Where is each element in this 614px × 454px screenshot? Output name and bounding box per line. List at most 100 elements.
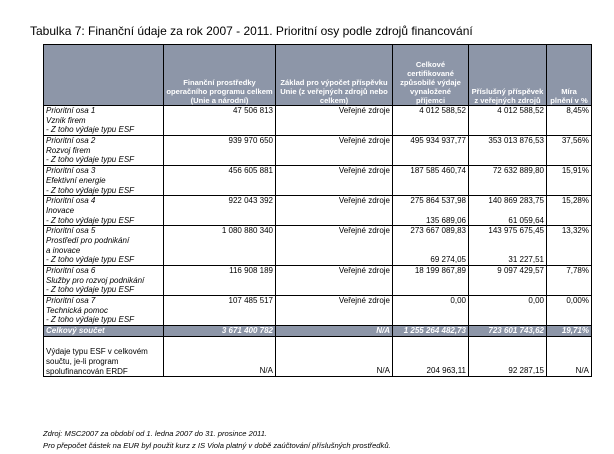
public-contribution-cell: 143 975 675,45 31 227,51 xyxy=(468,225,547,266)
priority-axis-label-line: - Z toho výdaje typu ESF xyxy=(46,215,135,225)
total-funds-cell: 922 043 392 xyxy=(163,195,276,227)
certified-expenditure-cell-line: 273 667 089,83 xyxy=(410,226,466,236)
financial-table: Finanční prostředky operačního programu … xyxy=(43,44,592,378)
public-contribution-cell-line: 0,00 xyxy=(528,296,544,306)
fulfilment-rate-cell: 15,91% xyxy=(546,165,592,197)
table-row: Prioritní osa 4 Inovace - Z toho výdaje ty… xyxy=(43,195,592,227)
total-funds-cell: 939 970 650 xyxy=(163,135,276,167)
priority-axis-label: Prioritní osa 6 Služby pro rozvoj podniká… xyxy=(43,264,164,297)
total-funds-cell-line: 939 970 650 xyxy=(228,136,274,146)
priority-axis-label-line: Prioritní osa 4 xyxy=(46,196,96,206)
table-row: Prioritní osa 2 Rozvoj firem - Z toho výda… xyxy=(43,135,592,167)
certified-expenditure-cell: 4 012 588,52 xyxy=(392,104,469,137)
certified-expenditure-cell-line: 135 689,06 xyxy=(425,215,466,225)
total-row: Celkový součet 3 671 400 782 N/A 1 255 264 … xyxy=(43,325,592,338)
fulfilment-rate-cell-line: 37,56% xyxy=(561,136,589,146)
total-funds-cell-line: 456 605 881 xyxy=(228,166,274,176)
fulfilment-rate-cell: 15,28% xyxy=(546,195,592,227)
fulfilment-rate-cell-line: 15,91% xyxy=(561,166,589,176)
esf-certified-expenditure-cell: 204 963,11 xyxy=(392,336,469,378)
priority-axis-label-line: Rozvoj firem xyxy=(46,145,91,155)
public-contribution-cell-line xyxy=(471,246,544,256)
table-row: Prioritní osa 6 Služby pro rozvoj podniká… xyxy=(43,264,592,297)
fulfilment-rate-cell: 13,32% xyxy=(546,225,592,266)
certified-expenditure-cell: 495 934 937,77 xyxy=(392,135,469,167)
public-contribution-cell-line: 140 869 283,75 xyxy=(488,196,544,206)
esf-row: Výdaje typu ESF v celkovém součtu, je-li … xyxy=(43,336,592,378)
footnote-exchange-rate: Pro přepočet částek na EUR byl použit ku… xyxy=(43,441,391,450)
fulfilment-rate-cell: 7,78% xyxy=(546,264,592,297)
total-funds-cell-line: 1 080 880 340 xyxy=(221,226,273,236)
certified-expenditure-cell-line xyxy=(395,206,466,216)
certified-expenditure-cell: 187 585 460,74 xyxy=(392,165,469,197)
priority-axis-label-line: Vznik firem xyxy=(46,115,86,125)
certified-expenditure-cell-line: 495 934 937,77 xyxy=(410,136,466,146)
certified-expenditure-cell-line: 275 864 537,98 xyxy=(410,196,466,206)
certified-expenditure-cell: 0,00 xyxy=(392,295,469,327)
total-funds-cell-line: 47 506 813 xyxy=(232,106,273,115)
priority-axis-label-line: Inovace xyxy=(46,205,75,215)
certified-expenditure-cell-line: 0,00 xyxy=(450,296,466,306)
certified-expenditure-cell-line xyxy=(395,246,466,256)
public-contribution-cell: 72 632 889,80 xyxy=(468,165,547,197)
priority-axis-label-line: Prioritní osa 7 xyxy=(46,296,96,306)
priority-axis-label: Prioritní osa 5 Prostředí pro podnikání a … xyxy=(43,225,164,266)
priority-axis-label: Prioritní osa 4 Inovace - Z toho výdaje ty… xyxy=(43,195,164,227)
priority-axis-label-line: a inovace xyxy=(46,245,81,255)
fulfilment-rate-cell-line: 15,28% xyxy=(561,196,589,206)
priority-axis-label-line: Technická pomoc xyxy=(46,305,108,315)
table-row: Prioritní osa 1 Vznik firem - Z toho výdaj… xyxy=(43,104,592,137)
certified-expenditure-cell-line xyxy=(395,236,466,246)
priority-axis-label-line: Prioritní osa 3 xyxy=(46,166,96,176)
certified-expenditure-cell-line: 4 012 588,52 xyxy=(419,106,466,115)
calc-base-cell-line: Veřejné zdroje xyxy=(338,226,390,236)
calc-base-cell: Veřejné zdroje xyxy=(275,165,393,197)
priority-axis-label: Prioritní osa 2 Rozvoj firem - Z toho výda… xyxy=(43,135,164,167)
public-contribution-cell-line: 31 227,51 xyxy=(508,255,544,265)
priority-axis-label-line: Prioritní osa 1 xyxy=(46,106,96,115)
esf-label-line: součtu, je-li program xyxy=(46,356,119,366)
priority-axis-label-line: Služby pro rozvoj podnikání xyxy=(46,275,145,285)
priority-axis-label: Prioritní osa 3 Efektivní energie - Z toho… xyxy=(43,165,164,197)
priority-axis-label-line: - Z toho výdaje typu ESF xyxy=(46,255,135,265)
table-caption: Tabulka 7: Finanční údaje za rok 2007 - … xyxy=(30,24,473,38)
total-funds-cell: 456 605 881 xyxy=(163,165,276,197)
total-funds-cell-line: 116 908 189 xyxy=(229,266,273,275)
calc-base-cell-line: Veřejné zdroje xyxy=(338,266,390,275)
total-funds-cell-line: 107 485 517 xyxy=(228,296,274,306)
table-row: Prioritní osa 7 Technická pomoc - Z toho v… xyxy=(43,295,592,327)
total-certified-expenditure-cell: 1 255 264 482,73 xyxy=(392,325,469,338)
certified-expenditure-cell-line: 69 274,05 xyxy=(430,255,466,265)
public-contribution-cell-line: 143 975 675,45 xyxy=(488,226,544,236)
calc-base-cell-line: Veřejné zdroje xyxy=(338,196,390,206)
public-contribution-cell-line xyxy=(471,236,544,246)
total-fulfilment-rate-cell: 19,71% xyxy=(546,325,592,338)
certified-expenditure-cell: 275 864 537,98 135 689,06 xyxy=(392,195,469,227)
priority-axis-label-line: - Z toho výdaje typu ESF xyxy=(46,315,135,325)
esf-calc-base-cell: N/A xyxy=(275,336,393,378)
priority-axis-label-line: Efektivní energie xyxy=(46,175,106,185)
fulfilment-rate-cell: 8,45% xyxy=(546,104,592,137)
esf-fulfilment-rate-cell: N/A xyxy=(546,336,592,378)
priority-axis-label-line: Prioritní osa 6 xyxy=(46,266,96,275)
fulfilment-rate-cell-line: 0,00% xyxy=(566,296,589,306)
total-funds-cell: 107 485 517 xyxy=(163,295,276,327)
public-contribution-cell-line: 353 013 876,53 xyxy=(488,136,544,146)
priority-axis-label-line: Prostředí pro podnikání xyxy=(46,235,130,245)
esf-label: Výdaje typu ESF v celkovém součtu, je-li … xyxy=(43,336,164,378)
calc-base-cell-line: Veřejné zdroje xyxy=(338,296,390,306)
calc-base-cell: Veřejné zdroje xyxy=(275,295,393,327)
public-contribution-cell: 140 869 283,75 61 059,64 xyxy=(468,195,547,227)
total-public-contribution-cell: 723 601 743,62 xyxy=(468,325,547,338)
calc-base-cell-line: Veřejné zdroje xyxy=(338,166,390,176)
esf-label-line: Výdaje typu ESF v celkovém xyxy=(46,347,148,357)
public-contribution-cell-line: 72 632 889,80 xyxy=(492,166,544,176)
esf-total-funds-cell: N/A xyxy=(163,336,276,378)
calc-base-cell-line: Veřejné zdroje xyxy=(338,106,390,115)
fulfilment-rate-cell-line: 7,78% xyxy=(566,266,589,275)
total-funds-cell: 47 506 813 xyxy=(163,104,276,137)
header-cell-total-funds: Finanční prostředky operačního programu … xyxy=(163,44,276,106)
calc-base-cell: Veřejné zdroje xyxy=(275,135,393,167)
priority-axis-label-line: - Z toho výdaje typu ESF xyxy=(46,155,135,165)
header-row: Finanční prostředky operačního programu … xyxy=(43,44,592,106)
